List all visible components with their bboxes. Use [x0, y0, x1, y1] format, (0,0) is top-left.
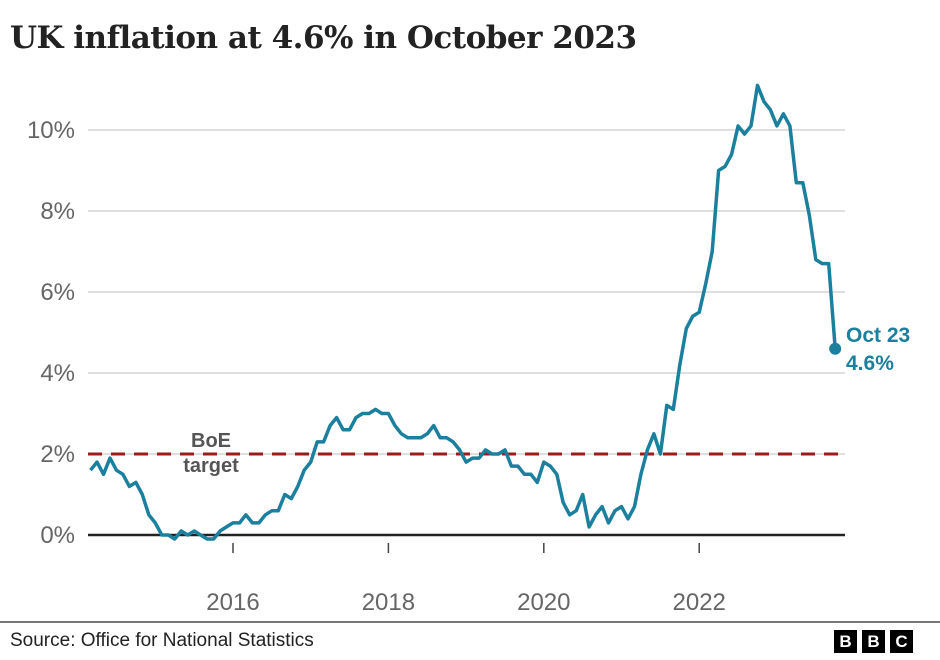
end-label-date: Oct 23 [846, 324, 910, 347]
x-tick-label: 2016 [206, 589, 259, 616]
end-point-marker [829, 342, 842, 355]
end-label-value: 4.6% [846, 352, 894, 375]
logo-letter: C [890, 630, 913, 653]
inflation-series-line [89, 83, 837, 541]
boe-target-label: target [183, 455, 239, 477]
x-tick-label: 2022 [673, 589, 726, 616]
boe-target-label: BoE [191, 430, 231, 452]
bbc-logo: B B C [834, 630, 913, 653]
y-tick-label: 4% [40, 360, 75, 387]
x-tick-label: 2020 [517, 589, 570, 616]
x-tick-label: 2018 [362, 589, 415, 616]
chart-title: UK inflation at 4.6% in October 2023 [10, 20, 637, 56]
y-tick-label: 6% [40, 279, 75, 306]
logo-letter: B [862, 630, 885, 653]
y-tick-label: 2% [40, 441, 75, 468]
line-chart: 0% 2% 4% 6% 8% 10% 2016 2018 2020 2022 BoE target Oc… [27, 83, 910, 616]
logo-letter: B [834, 630, 857, 653]
y-tick-label: 0% [40, 522, 75, 549]
source-text: Source: Office for National Statistics [10, 630, 314, 651]
y-tick-label: 8% [40, 198, 75, 225]
footer-divider [0, 621, 940, 623]
y-tick-label: 10% [27, 117, 75, 144]
